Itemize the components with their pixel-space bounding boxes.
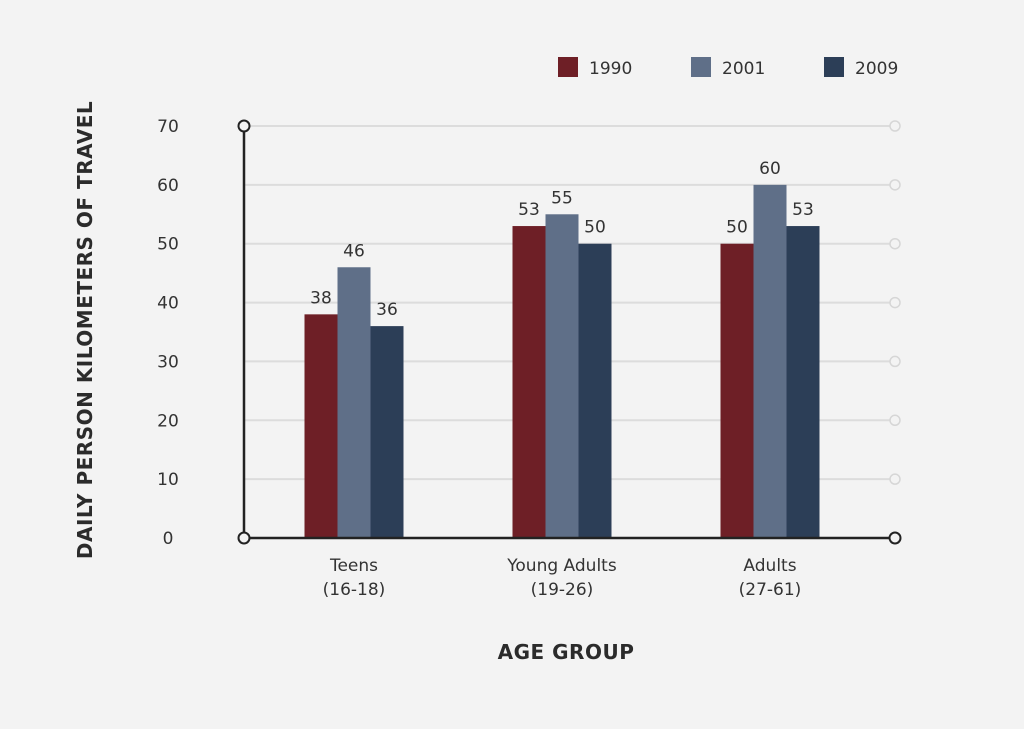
category-label: Teens [329, 556, 378, 576]
category-label: (16-18) [323, 580, 386, 600]
category-label: (27-61) [739, 580, 802, 600]
axes [237, 119, 902, 545]
legend-swatch-2009 [824, 57, 844, 77]
data-label: 53 [518, 200, 540, 220]
category-label: Young Adults [506, 556, 617, 576]
y-tick-label: 60 [157, 176, 179, 196]
legend: 1990 2001 2009 [558, 57, 898, 79]
axis-end-marker [237, 531, 251, 545]
gridline-end-marker [889, 120, 901, 132]
bar-2009 [786, 226, 820, 539]
data-label: 46 [343, 241, 365, 261]
legend-label: 1990 [589, 59, 632, 79]
y-tick-label: 10 [157, 470, 179, 490]
category-label: (19-26) [531, 580, 594, 600]
x-axis-categories: Teens (16-18) Young Adults (19-26) Adults (27… [323, 556, 802, 600]
bar-1990 [304, 314, 338, 538]
gridline-end-marker [889, 237, 901, 250]
gridline-end-marker [889, 355, 901, 368]
bar-2009 [578, 243, 612, 538]
y-tick-label: 40 [157, 294, 179, 314]
bars: 38 46 36 53 55 50 50 60 53 [304, 159, 820, 539]
bar-2001 [337, 267, 371, 538]
axis-end-marker [237, 119, 251, 133]
data-label: 50 [726, 218, 748, 238]
y-tick-label: 50 [157, 235, 179, 255]
bar-1990 [512, 226, 546, 539]
bar-2001 [545, 214, 579, 539]
legend-swatch-1990 [558, 57, 578, 77]
bar-2001 [753, 184, 787, 538]
data-label: 53 [792, 200, 814, 220]
data-label: 38 [310, 288, 332, 308]
legend-swatch-2001 [691, 57, 711, 77]
gridline-end-marker [889, 296, 901, 309]
legend-label: 2009 [855, 59, 898, 79]
gridline-end-marker [889, 414, 901, 427]
legend-label: 2001 [722, 59, 765, 79]
axis-end-marker [888, 531, 902, 545]
y-axis-title: DAILY PERSON KILOMETERS OF TRAVEL [73, 101, 97, 559]
bar-2009 [370, 326, 404, 538]
data-label: 36 [376, 300, 398, 320]
data-label: 55 [551, 188, 573, 208]
data-label: 60 [759, 159, 781, 179]
y-axis-ticks: 0 10 20 30 40 50 60 70 [157, 117, 179, 549]
x-axis-title: AGE GROUP [498, 640, 635, 664]
y-tick-label: 20 [157, 411, 179, 431]
y-tick-label: 70 [157, 117, 179, 137]
gridline-end-marker [889, 179, 901, 191]
category-label: Adults [743, 556, 796, 576]
y-tick-label: 0 [163, 529, 174, 549]
gridline-end-marker [889, 473, 901, 485]
bar-1990 [720, 243, 754, 538]
y-tick-label: 30 [157, 352, 179, 372]
data-label: 50 [584, 218, 606, 238]
